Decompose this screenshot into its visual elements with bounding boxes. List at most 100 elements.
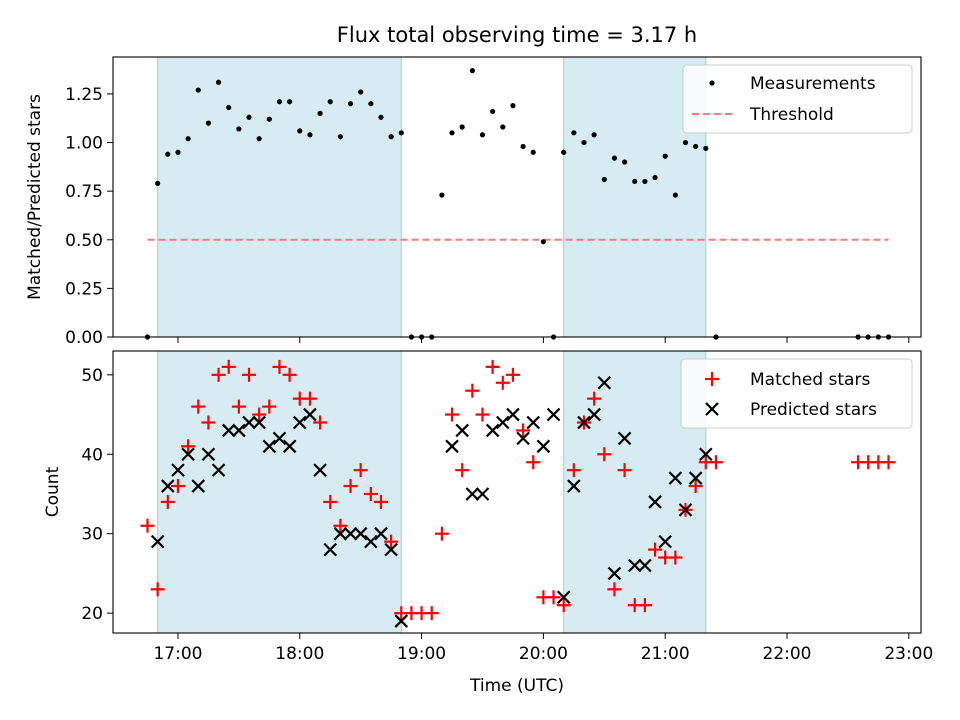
matched-star-point	[526, 455, 541, 470]
y-axis-bottom: 20 30 40 50	[81, 366, 113, 624]
shaded-span	[157, 350, 402, 634]
measurement-point	[327, 99, 333, 105]
matched-star-point	[485, 359, 500, 374]
measurement-point	[185, 136, 191, 142]
measurements-panel: 0.00 0.25 0.50 0.75 1.00 1.25 Matched/Predict…	[25, 56, 922, 348]
measurement-point	[246, 114, 252, 120]
matched-star-point	[688, 479, 703, 494]
predicted-star-point	[597, 375, 612, 390]
shaded-span	[563, 56, 707, 338]
measurement-point	[510, 103, 516, 109]
measurement-point	[175, 149, 181, 155]
matched-star-point	[231, 399, 246, 414]
measurement-point	[621, 159, 628, 165]
predicted-star-point	[364, 534, 378, 549]
matched-star-point	[445, 407, 460, 422]
measurement-point	[307, 132, 313, 138]
legend-label-predicted: Predicted stars	[750, 400, 877, 420]
measurement-point	[195, 87, 201, 93]
matched-star-point	[465, 383, 480, 398]
plot-area-bottom	[112, 350, 922, 634]
matched-star-point	[708, 455, 723, 470]
predicted-star-point	[292, 415, 307, 430]
matched-star-point	[516, 423, 531, 438]
matched-star-point	[302, 391, 317, 406]
x-tick-label: 22:00	[763, 644, 812, 664]
matched-star-point	[424, 606, 439, 621]
predicted-star-point	[506, 407, 520, 422]
predicted-star-point	[262, 439, 277, 454]
matched-star-point	[242, 367, 257, 382]
predicted-star-point	[161, 479, 175, 493]
predicted-star-point	[384, 542, 398, 557]
legend-label-threshold: Threshold	[749, 105, 834, 125]
matched-star-point	[201, 415, 216, 430]
y-axis-label-top: Matched/Predicted stars	[25, 94, 45, 300]
y-tick-label: 0.75	[65, 182, 103, 202]
measurement-point	[439, 192, 445, 198]
matched-star-point	[637, 598, 652, 613]
matched-star-point	[252, 407, 267, 422]
predicted-star-point	[465, 487, 480, 501]
matched-star-point	[353, 463, 368, 478]
predicted-star-point	[475, 487, 490, 501]
predicted-star-point	[221, 423, 236, 438]
predicted-star-point	[638, 558, 652, 573]
matched-star-point	[313, 415, 328, 430]
predicted-star-point	[648, 495, 662, 509]
matched-star-point	[455, 463, 470, 478]
measurement-point	[459, 124, 465, 130]
measurement-point	[479, 132, 486, 138]
predicted-star-point	[232, 423, 246, 438]
predicted-star-point	[242, 415, 256, 430]
measurement-point	[652, 174, 658, 181]
shaded-spans-bottom	[157, 350, 707, 634]
x-tick-label: 19:00	[397, 644, 446, 664]
predicted-star-point	[658, 534, 672, 549]
matched-star-point	[140, 518, 155, 533]
measurement-point	[317, 110, 323, 116]
predicted-star-point	[445, 439, 459, 454]
matched-star-point	[556, 598, 571, 613]
predicted-star-point	[668, 471, 683, 485]
x-tick-label: 23:00	[884, 644, 933, 664]
predicted-star-point	[526, 415, 541, 430]
matched-star-point	[597, 447, 612, 462]
measurement-point	[571, 130, 577, 136]
predicted-star-point	[688, 471, 703, 485]
matched-star-point	[881, 455, 896, 470]
predicted-star-point	[181, 447, 195, 462]
x-axis-label: Time (UTC)	[469, 676, 564, 696]
matched-star-point	[323, 494, 338, 509]
predicted-star-point	[699, 447, 713, 462]
matched-star-point	[150, 582, 165, 597]
predicted-star-point	[303, 407, 317, 422]
predicted-star-point	[617, 431, 632, 446]
predicted-star-point	[567, 479, 581, 493]
y-tick-label: 1.00	[65, 134, 103, 154]
measurement-point	[226, 104, 232, 111]
x-tick-label: 18:00	[275, 644, 324, 664]
measurement-point	[530, 149, 536, 155]
measurement-point	[266, 116, 272, 122]
matched-star-point	[668, 550, 683, 565]
predicted-star-point	[323, 542, 338, 557]
y-tick-label: 0.00	[65, 328, 103, 348]
legend-marker-predicted	[705, 402, 719, 416]
measurement-point	[276, 99, 283, 105]
measurement-point	[469, 68, 475, 74]
measurement-point	[662, 153, 668, 159]
plot-area-top	[112, 56, 922, 338]
measurement-point	[398, 130, 404, 136]
y-axis-label-bottom: Count	[43, 466, 63, 517]
matched-star-point	[160, 494, 175, 509]
measurement-point	[155, 180, 161, 186]
measurement-point	[632, 178, 638, 185]
y-tick-label: 30	[81, 525, 103, 545]
matched-star-point	[384, 534, 399, 549]
x-axis-bottom: 17:00 18:00 19:00 20:00 21:00 22:00 23:00	[153, 633, 933, 664]
predicted-star-point	[607, 566, 622, 581]
matched-star-point	[434, 526, 449, 541]
measurement-point	[693, 143, 699, 150]
measurement-point	[642, 178, 648, 185]
